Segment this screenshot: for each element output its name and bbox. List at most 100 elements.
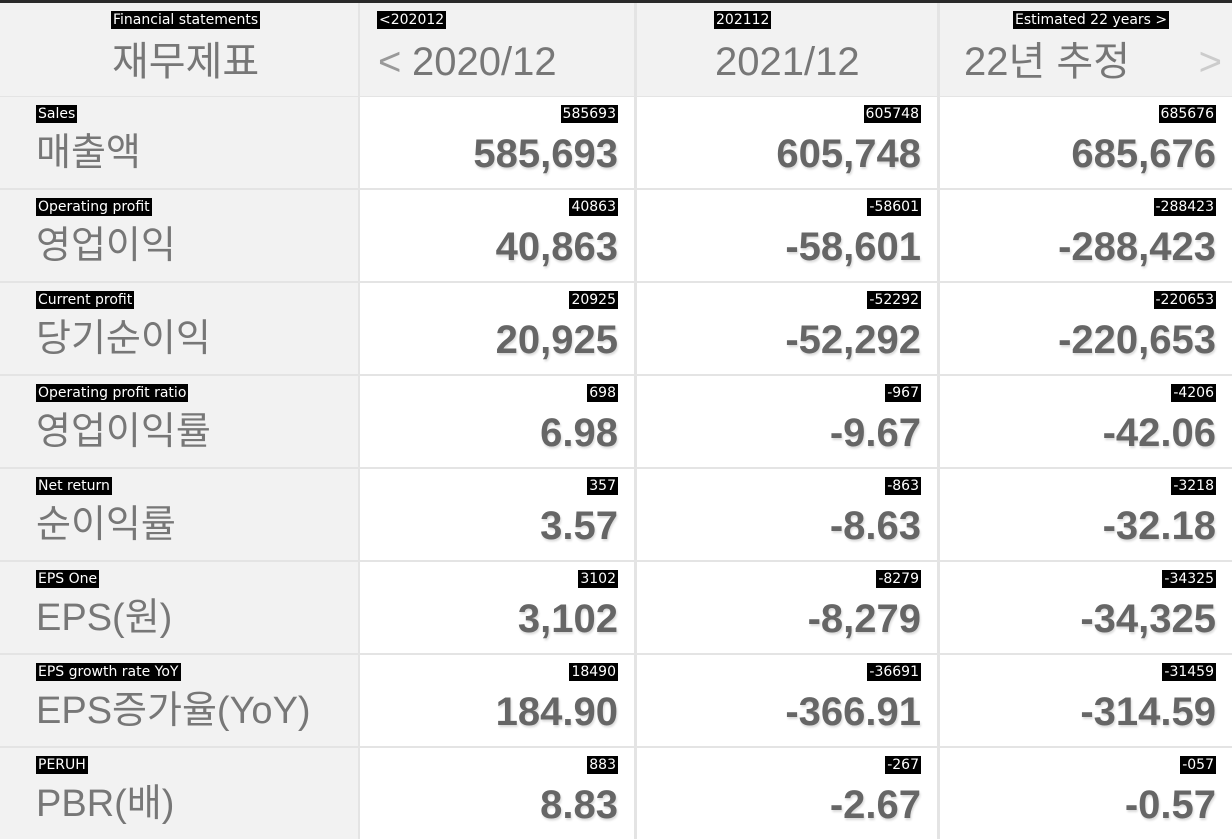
value-cell: -0.57 -057 — [940, 748, 1232, 839]
value-translation: 357 — [587, 477, 618, 495]
row-label-cell: 순이익률 Net return — [0, 469, 358, 560]
value-translation: -220653 — [1153, 291, 1216, 309]
value-translation: -288423 — [1153, 198, 1216, 216]
value-translation: 40863 — [569, 198, 618, 216]
value-translation: -3218 — [1171, 477, 1216, 495]
value-cell: 685,676 685676 — [940, 97, 1232, 188]
value-translation: 585693 — [560, 105, 618, 123]
value: 40,863 — [495, 225, 618, 269]
value-cell: -2.67 -267 — [637, 748, 937, 839]
value: -366.91 — [785, 690, 921, 734]
row-label-cell: PBR(배) PERUH — [0, 748, 358, 839]
value-translation: -863 — [885, 477, 921, 495]
value: -52,292 — [785, 318, 921, 362]
value-cell: -8,279 -8279 — [637, 562, 937, 653]
chevron-right-icon[interactable]: > — [1198, 40, 1222, 84]
header-period-1[interactable]: 2021/12 202112 — [637, 3, 937, 96]
value: 3.57 — [540, 504, 618, 548]
value-translation: 605748 — [863, 105, 921, 123]
header-label-cell: 재무제표 Financial statements — [0, 3, 358, 96]
row-label-translation: Operating profit — [36, 198, 152, 216]
row-label: 영업이익 — [36, 225, 176, 267]
period-label: 2020/12 — [412, 40, 557, 84]
table-row: 매출액 Sales 585,693 585693 605,748 605748 685,67… — [0, 97, 1232, 188]
header-row: 재무제표 Financial statements 2020/12 <202012 <2… — [0, 3, 1232, 96]
value: -8.63 — [829, 504, 921, 548]
value-cell: 6.98 698 — [360, 376, 634, 467]
value: -58,601 — [785, 225, 921, 269]
value-translation: 883 — [587, 756, 618, 774]
value-translation: 685676 — [1158, 105, 1216, 123]
row-label: 순이익률 — [36, 504, 176, 546]
value-cell: 8.83 883 — [360, 748, 634, 839]
value-translation: -52292 — [867, 291, 921, 309]
value: 585,693 — [473, 132, 618, 176]
header-period-0[interactable]: 2020/12 <202012 < — [360, 3, 634, 96]
value-translation: -267 — [885, 756, 921, 774]
value-translation: -34325 — [1162, 570, 1216, 588]
value-translation: -967 — [885, 384, 921, 402]
value-translation: -4206 — [1171, 384, 1216, 402]
value: -9.67 — [829, 411, 921, 455]
row-label: 영업이익률 — [36, 411, 211, 453]
value-cell: -32.18 -3218 — [940, 469, 1232, 560]
row-label: EPS(원) — [36, 597, 173, 639]
period-translation: 202112 — [714, 11, 772, 29]
row-label-cell: 당기순이익 Current profit — [0, 283, 358, 374]
value-translation: 20925 — [569, 291, 618, 309]
value-cell: -42.06 -4206 — [940, 376, 1232, 467]
value-cell: 20,925 20925 — [360, 283, 634, 374]
value-translation: -36691 — [867, 663, 921, 681]
row-label: 매출액 — [36, 132, 141, 174]
value: 3,102 — [517, 597, 618, 641]
row-label-cell: EPS(원) EPS One — [0, 562, 358, 653]
header-label: 재무제표 — [112, 40, 260, 84]
value-cell: -220,653 -220653 — [940, 283, 1232, 374]
value: -8,279 — [807, 597, 921, 641]
value: 184.90 — [495, 690, 618, 734]
header-label-translation: Financial statements — [111, 11, 261, 29]
value-cell: -366.91 -36691 — [637, 655, 937, 746]
row-label: PBR(배) — [36, 783, 175, 825]
value-translation: -31459 — [1162, 663, 1216, 681]
row-label-translation: Current profit — [36, 291, 135, 309]
value-translation: -58601 — [867, 198, 921, 216]
value-translation: -8279 — [876, 570, 921, 588]
value: 6.98 — [540, 411, 618, 455]
value-cell: 184.90 18490 — [360, 655, 634, 746]
table-row: 영업이익 Operating profit 40,863 40863 -58,601 -5… — [0, 190, 1232, 281]
row-label-translation: Sales — [36, 105, 78, 123]
table-row: EPS(원) EPS One 3,102 3102 -8,279 -8279 -34,325… — [0, 562, 1232, 653]
row-label-translation: Operating profit ratio — [36, 384, 189, 402]
table-row: PBR(배) PERUH 8.83 883 -2.67 -267 -0.57 -057 — [0, 748, 1232, 839]
value-cell: 40,863 40863 — [360, 190, 634, 281]
period-label: 22년 추정 — [964, 40, 1131, 84]
top-border — [0, 0, 1232, 3]
value: -0.57 — [1124, 783, 1216, 827]
row-label-translation: Net return — [36, 477, 112, 495]
value: 20,925 — [495, 318, 618, 362]
header-period-2[interactable]: 22년 추정 Estimated 22 years > > — [940, 3, 1232, 96]
value-cell: -52,292 -52292 — [637, 283, 937, 374]
value: -34,325 — [1080, 597, 1216, 641]
value-cell: -8.63 -863 — [637, 469, 937, 560]
value-translation: 18490 — [569, 663, 618, 681]
value: -2.67 — [829, 783, 921, 827]
row-label: 당기순이익 — [36, 318, 211, 360]
row-label-translation: PERUH — [36, 756, 88, 774]
value-cell: 3,102 3102 — [360, 562, 634, 653]
table-row: 당기순이익 Current profit 20,925 20925 -52,292 -52… — [0, 283, 1232, 374]
value: 8.83 — [540, 783, 618, 827]
value-cell: 3.57 357 — [360, 469, 634, 560]
value-cell: 605,748 605748 — [637, 97, 937, 188]
table-row: 영업이익률 Operating profit ratio 6.98 698 -9.67-… — [0, 376, 1232, 467]
value-cell: -58,601 -58601 — [637, 190, 937, 281]
chevron-left-icon[interactable]: < — [378, 40, 402, 84]
value: -42.06 — [1102, 411, 1216, 455]
value-cell: -314.59 -31459 — [940, 655, 1232, 746]
value: 685,676 — [1071, 132, 1216, 176]
value-cell: 585,693 585693 — [360, 97, 634, 188]
value: -32.18 — [1102, 504, 1216, 548]
table-row: EPS증가율(YoY) EPS growth rate YoY 184.90 1849… — [0, 655, 1232, 746]
row-label-cell: EPS증가율(YoY) EPS growth rate YoY — [0, 655, 358, 746]
